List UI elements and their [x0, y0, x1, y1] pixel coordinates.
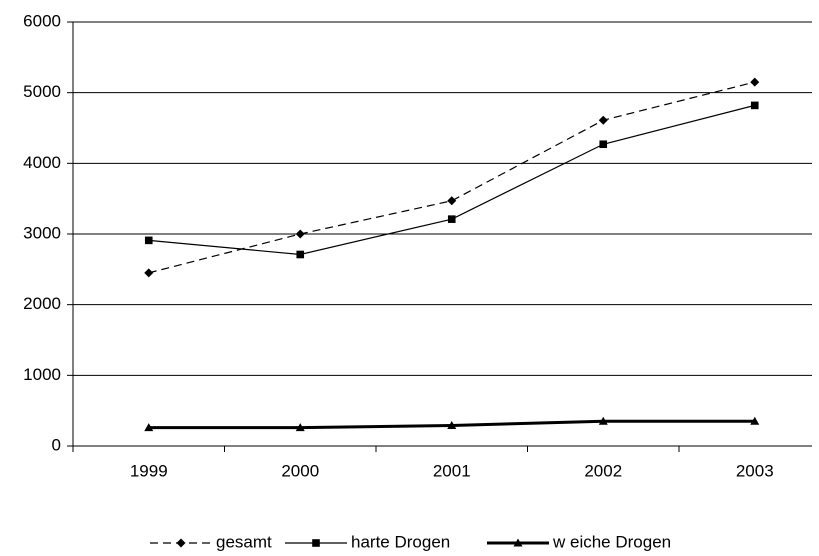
series-line: [148, 81, 755, 274]
x-tick-label: 2001: [433, 461, 471, 480]
legend-label: w eiche Drogen: [552, 532, 671, 551]
y-tick-label: 2000: [23, 294, 61, 313]
marker: [750, 416, 760, 425]
y-tick-label: 0: [52, 435, 61, 454]
marker: [447, 196, 457, 206]
y-tick-label: 1000: [23, 365, 61, 384]
marker: [312, 539, 320, 547]
series-line: [148, 104, 755, 256]
y-tick-label: 3000: [23, 223, 61, 242]
marker: [144, 423, 154, 432]
marker: [447, 421, 457, 430]
x-tick-label: 2002: [584, 461, 622, 480]
marker: [598, 115, 608, 125]
marker: [295, 229, 305, 239]
marker: [144, 268, 154, 278]
x-tick-label: 1999: [130, 461, 168, 480]
x-tick-label: 2000: [281, 461, 319, 480]
marker: [176, 538, 186, 548]
marker: [447, 215, 456, 223]
marker: [750, 77, 760, 87]
y-tick-label: 5000: [23, 82, 61, 101]
marker: [513, 538, 523, 547]
marker: [295, 423, 305, 432]
marker: [599, 140, 608, 149]
marker: [750, 101, 759, 110]
legend-label: gesamt: [216, 532, 272, 551]
legend-label: harte Drogen: [351, 532, 450, 551]
x-tick-label: 2003: [736, 461, 774, 480]
marker: [598, 416, 608, 425]
marker: [144, 236, 153, 245]
marker: [296, 250, 305, 259]
y-tick-label: 6000: [23, 11, 61, 30]
y-tick-label: 4000: [23, 153, 61, 172]
